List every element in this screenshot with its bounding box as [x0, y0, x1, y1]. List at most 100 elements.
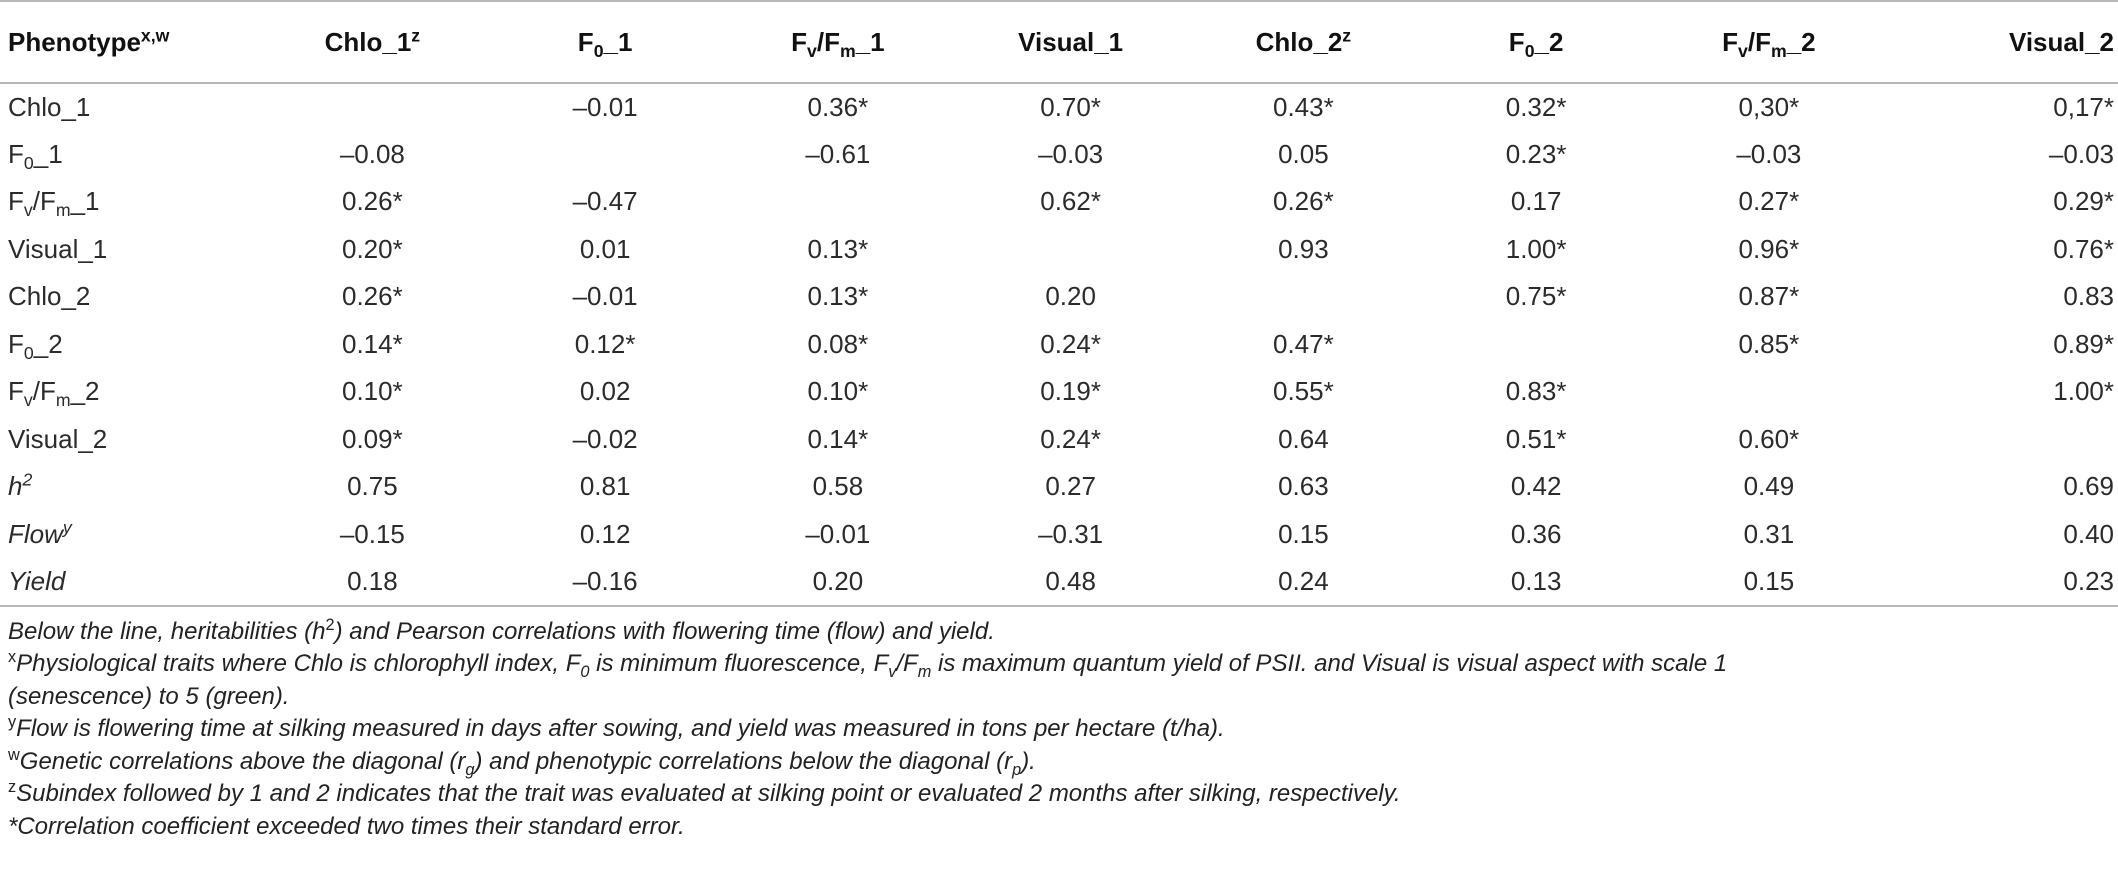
- table-cell: 0,30*: [1738, 91, 1800, 122]
- table-row: Chlo_2 0.26* –0.01 0.13* 0.20 0.75* 0.87* 0.83: [0, 273, 2118, 321]
- column-header: Chlo_1z: [256, 0, 489, 84]
- row-label: Yield: [0, 558, 256, 607]
- footnote-below-line: Below the line, heritabilities (h2) and …: [8, 615, 995, 645]
- table-cell: –0.15: [339, 518, 405, 549]
- table-cell: 0.05: [1278, 138, 1329, 169]
- table-cell: 0.27*: [1738, 186, 1800, 217]
- table-cell: 0.26*: [1273, 186, 1334, 217]
- table-cell: –0.02: [572, 423, 638, 454]
- table-cell: 0.14*: [807, 423, 869, 454]
- table-cell: –0.03: [1736, 138, 1802, 169]
- column-header: Chlo_2z: [1187, 0, 1420, 84]
- column-header: F0_2: [1419, 0, 1653, 84]
- table-cell: 0.10*: [807, 376, 869, 407]
- table-cell: 0.55*: [1273, 376, 1334, 407]
- table-cell: [256, 83, 489, 131]
- row-label: Fv/Fm_2: [8, 376, 100, 411]
- table-cell: –0.47: [572, 186, 638, 217]
- table-wrapper: Phenotypex,w Chlo_1z F0_1 Fv/Fm_1 Visual_1 Ch…: [0, 0, 2118, 844]
- footnote-y: yFlow is flowering time at silking measu…: [8, 713, 1225, 742]
- table-cell: 0.75: [347, 471, 398, 502]
- table-cell: 0.69: [2063, 471, 2114, 502]
- table-cell: 0.15: [1278, 518, 1329, 549]
- table-cell: 0.89*: [2053, 328, 2114, 359]
- table-cell: 0.17: [1510, 186, 1562, 217]
- column-header: Fv/Fm_1: [721, 0, 955, 84]
- table-cell: 0.12: [579, 518, 631, 549]
- table-cell: [1885, 416, 2118, 464]
- table-row: h2 0.75 0.81 0.58 0.27 0.63 0.42 0.49 0.69: [0, 463, 2118, 511]
- table-cell: 0.32*: [1505, 91, 1567, 122]
- table-cell: 0.51*: [1505, 423, 1567, 454]
- table-cell: 0.58: [812, 471, 864, 502]
- table-cell: 0.64: [1278, 423, 1329, 454]
- table-cell: 0.26*: [342, 186, 403, 217]
- row-label: Visual_1: [8, 233, 108, 264]
- row-label: F0_2: [8, 328, 63, 363]
- table-cell: 0.81: [579, 471, 631, 502]
- row-label: Chlo_1: [8, 91, 91, 122]
- table-cell: 0.15: [1652, 558, 1886, 607]
- table-cell: –0.31: [1038, 518, 1104, 549]
- table-cell: 0.08*: [807, 328, 869, 359]
- table-cell: 0.26*: [342, 281, 403, 312]
- row-label: F0_1: [8, 138, 63, 173]
- column-header: Visual_1: [954, 0, 1187, 84]
- table-cell: 0.36*: [807, 91, 869, 122]
- table-cell: 0.63: [1278, 471, 1329, 502]
- row-label: Fv/Fm_1: [8, 186, 100, 221]
- table-cell: 0.60*: [1738, 423, 1800, 454]
- table-cell: 0.23: [1885, 558, 2118, 607]
- table-cell: 0.76*: [2053, 233, 2114, 264]
- table-cell: –0.03: [1038, 138, 1104, 169]
- table-row: Chlo_1 –0.01 0.36* 0.70* 0.43* 0.32* 0,30* 0,17…: [0, 83, 2118, 131]
- table-cell: 1.00*: [2053, 376, 2114, 407]
- row-label: Flowy: [8, 517, 72, 549]
- table-cell: 0.24: [1187, 558, 1420, 607]
- column-header-phenotype: Phenotypex,w: [0, 0, 256, 84]
- column-header: Fv/Fm_2: [1652, 0, 1886, 84]
- table-cell: 0.87*: [1738, 281, 1800, 312]
- table-cell: 0.48: [954, 558, 1187, 607]
- table-cell: 0.02: [579, 376, 631, 407]
- table-cell: 0.10*: [342, 376, 403, 407]
- table-row: Visual_2 0.09* –0.02 0.14* 0.24* 0.64 0.51* 0.6…: [0, 416, 2118, 464]
- table-cell: 0.42: [1510, 471, 1562, 502]
- table-row: Fv/Fm_2 0.10* 0.02 0.10* 0.19* 0.55* 0.83* 1.00…: [0, 368, 2118, 416]
- table-cell: 0.23*: [1505, 138, 1567, 169]
- table-row: Yield 0.18 –0.16 0.20 0.48 0.24 0.13 0.15 0.23: [0, 558, 2118, 607]
- table-cell: 0.83*: [1505, 376, 1567, 407]
- footnote-w: wGenetic correlations above the diagonal…: [8, 745, 1036, 779]
- table-cell: 1.00*: [1505, 233, 1567, 264]
- table-cell: [489, 131, 722, 179]
- table-cell: 0.49: [1743, 471, 1795, 502]
- column-header: Visual_2: [1885, 0, 2118, 84]
- table-cell: 0.27: [1045, 471, 1096, 502]
- table-cell: 0.18: [256, 558, 489, 607]
- table-cell: 0.24*: [1040, 328, 1101, 359]
- table-body: Chlo_1 –0.01 0.36* 0.70* 0.43* 0.32* 0,30* 0,17…: [0, 83, 2118, 607]
- table-cell: 0.20: [1045, 281, 1096, 312]
- table-cell: 0.20*: [342, 233, 403, 264]
- table-cell: 0.47*: [1273, 328, 1334, 359]
- table-cell: 0.12*: [574, 328, 636, 359]
- footnote-x-continued: (senescence) to 5 (green).: [8, 682, 290, 710]
- column-header: F0_1: [488, 0, 722, 84]
- table-cell: [722, 178, 955, 226]
- table-cell: –0.01: [805, 518, 871, 549]
- table-cell: 0.01: [579, 233, 631, 264]
- table-cell: 0.85*: [1738, 328, 1800, 359]
- table-cell: 0,17*: [2053, 91, 2114, 122]
- table-footnotes: Below the line, heritabilities (h2) and …: [0, 607, 2118, 844]
- table-cell: –0.01: [572, 281, 638, 312]
- table-cell: 0.14*: [342, 328, 403, 359]
- footnote-x: xPhysiological traits where Chlo is chlo…: [8, 648, 1728, 681]
- table-cell: [954, 226, 1187, 274]
- footnote-z: zSubindex followed by 1 and 2 indicates …: [8, 778, 1401, 807]
- table-row: Fv/Fm_1 0.26* –0.47 0.62* 0.26* 0.17 0.27* 0.29…: [0, 178, 2118, 226]
- footnote-star: *Correlation coefficient exceeded two ti…: [8, 812, 685, 840]
- table-row: Flowy –0.15 0.12 –0.01 –0.31 0.15 0.36 0.31 0.40: [0, 511, 2118, 559]
- table-cell: –0.01: [572, 91, 638, 122]
- table-cell: [1187, 273, 1420, 321]
- table-cell: 0.70*: [1040, 91, 1101, 122]
